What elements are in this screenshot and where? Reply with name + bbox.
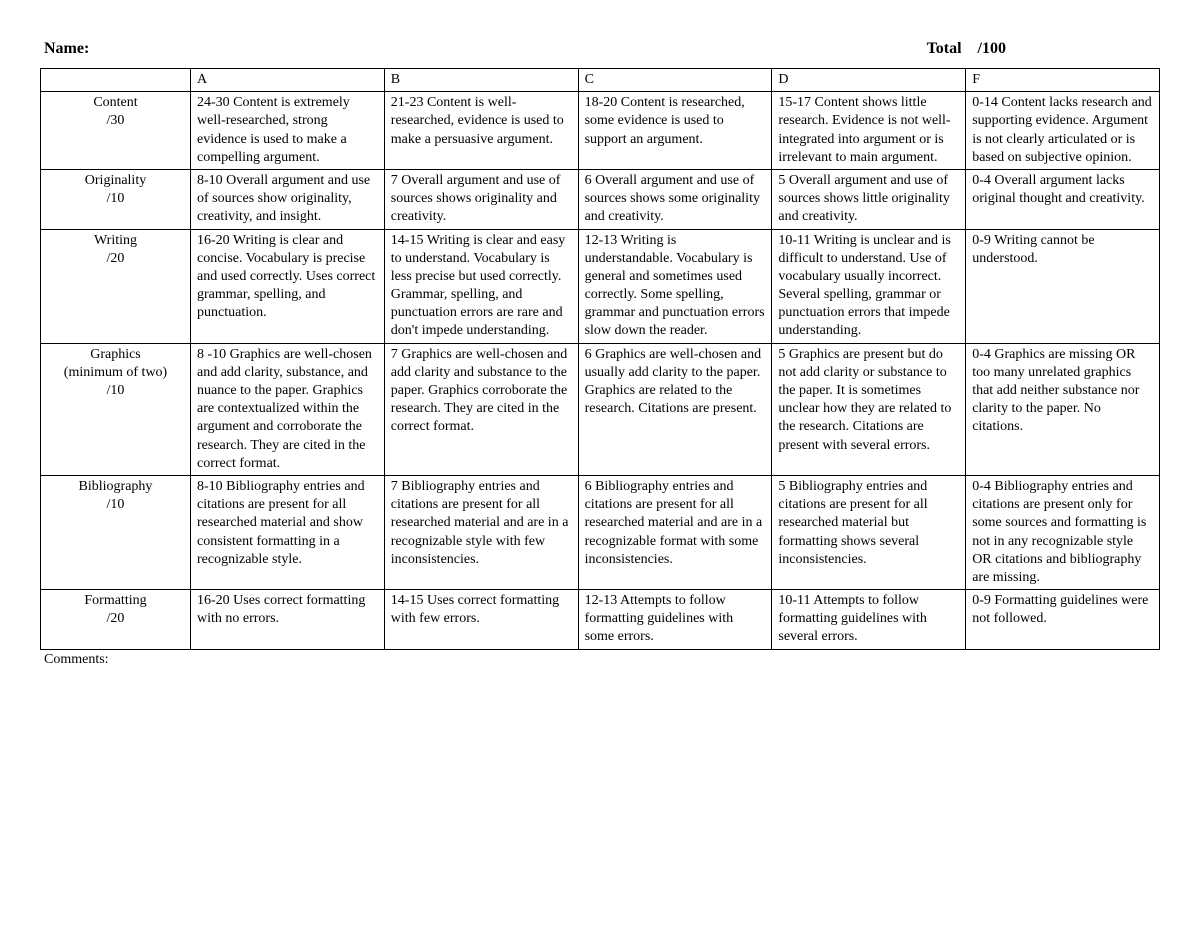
- rubric-cell: 7 Bibliography entries and citations are…: [384, 475, 578, 589]
- table-row: Content/3024-30 Content is extremely wel…: [41, 92, 1160, 170]
- rubric-cell: 12-13 Attempts to follow formatting guid…: [578, 590, 772, 650]
- rubric-cell: 6 Bibliography entries and citations are…: [578, 475, 772, 589]
- rubric-cell: 15-17 Content shows little research. Evi…: [772, 92, 966, 170]
- rubric-cell: 14-15 Uses correct formatting with few e…: [384, 590, 578, 650]
- criteria-cell: Content/30: [41, 92, 191, 170]
- rubric-cell: 21-23 Content is well-researched, eviden…: [384, 92, 578, 170]
- comments-label: Comments:: [40, 652, 1160, 668]
- criteria-cell: Originality/10: [41, 169, 191, 229]
- rubric-cell: 8-10 Overall argument and use of sources…: [191, 169, 385, 229]
- rubric-cell: 18-20 Content is researched, some eviden…: [578, 92, 772, 170]
- rubric-cell: 5 Graphics are present but do not add cl…: [772, 343, 966, 475]
- rubric-cell: 5 Bibliography entries and citations are…: [772, 475, 966, 589]
- criteria-cell: Graphics(minimum of two)/10: [41, 343, 191, 475]
- header-col-b: B: [384, 69, 578, 92]
- rubric-cell: 0-14 Content lacks research and supporti…: [966, 92, 1160, 170]
- rubric-cell: 0-4 Bibliography entries and citations a…: [966, 475, 1160, 589]
- header-col-f: F: [966, 69, 1160, 92]
- rubric-cell: 10-11 Writing is unclear and is difficul…: [772, 229, 966, 343]
- rubric-cell: 8 -10 Graphics are well-chosen and add c…: [191, 343, 385, 475]
- rubric-cell: 5 Overall argument and use of sources sh…: [772, 169, 966, 229]
- criteria-cell: Bibliography/10: [41, 475, 191, 589]
- rubric-cell: 7 Graphics are well-chosen and add clari…: [384, 343, 578, 475]
- table-row: Graphics(minimum of two)/108 -10 Graphic…: [41, 343, 1160, 475]
- criteria-cell: Writing/20: [41, 229, 191, 343]
- name-label: Name:: [44, 40, 89, 58]
- header-blank: [41, 69, 191, 92]
- rubric-cell: 0-9 Formatting guidelines were not follo…: [966, 590, 1160, 650]
- rubric-cell: 6 Overall argument and use of sources sh…: [578, 169, 772, 229]
- rubric-cell: 10-11 Attempts to follow formatting guid…: [772, 590, 966, 650]
- table-row: Writing/2016-20 Writing is clear and con…: [41, 229, 1160, 343]
- table-row: Formatting/2016-20 Uses correct formatti…: [41, 590, 1160, 650]
- rubric-cell: 0-4 Overall argument lacks original thou…: [966, 169, 1160, 229]
- rubric-cell: 0-4 Graphics are missing OR too many unr…: [966, 343, 1160, 475]
- header-col-d: D: [772, 69, 966, 92]
- rubric-cell: 16-20 Writing is clear and concise. Voca…: [191, 229, 385, 343]
- rubric-cell: 12-13 Writing is understandable. Vocabul…: [578, 229, 772, 343]
- total-label: Total /100: [927, 40, 1006, 58]
- criteria-cell: Formatting/20: [41, 590, 191, 650]
- header-col-a: A: [191, 69, 385, 92]
- rubric-cell: 8-10 Bibliography entries and citations …: [191, 475, 385, 589]
- rubric-cell: 0-9 Writing cannot be understood.: [966, 229, 1160, 343]
- rubric-cell: 14-15 Writing is clear and easy to under…: [384, 229, 578, 343]
- header-col-c: C: [578, 69, 772, 92]
- rubric-table: A B C D F Content/3024-30 Content is ext…: [40, 68, 1160, 650]
- rubric-cell: 16-20 Uses correct formatting with no er…: [191, 590, 385, 650]
- table-row: Originality/108-10 Overall argument and …: [41, 169, 1160, 229]
- rubric-header: Name: Total /100: [40, 40, 1160, 58]
- table-row: Bibliography/108-10 Bibliography entries…: [41, 475, 1160, 589]
- rubric-cell: 24-30 Content is extremely well-research…: [191, 92, 385, 170]
- rubric-cell: 6 Graphics are well-chosen and usually a…: [578, 343, 772, 475]
- rubric-cell: 7 Overall argument and use of sources sh…: [384, 169, 578, 229]
- table-header-row: A B C D F: [41, 69, 1160, 92]
